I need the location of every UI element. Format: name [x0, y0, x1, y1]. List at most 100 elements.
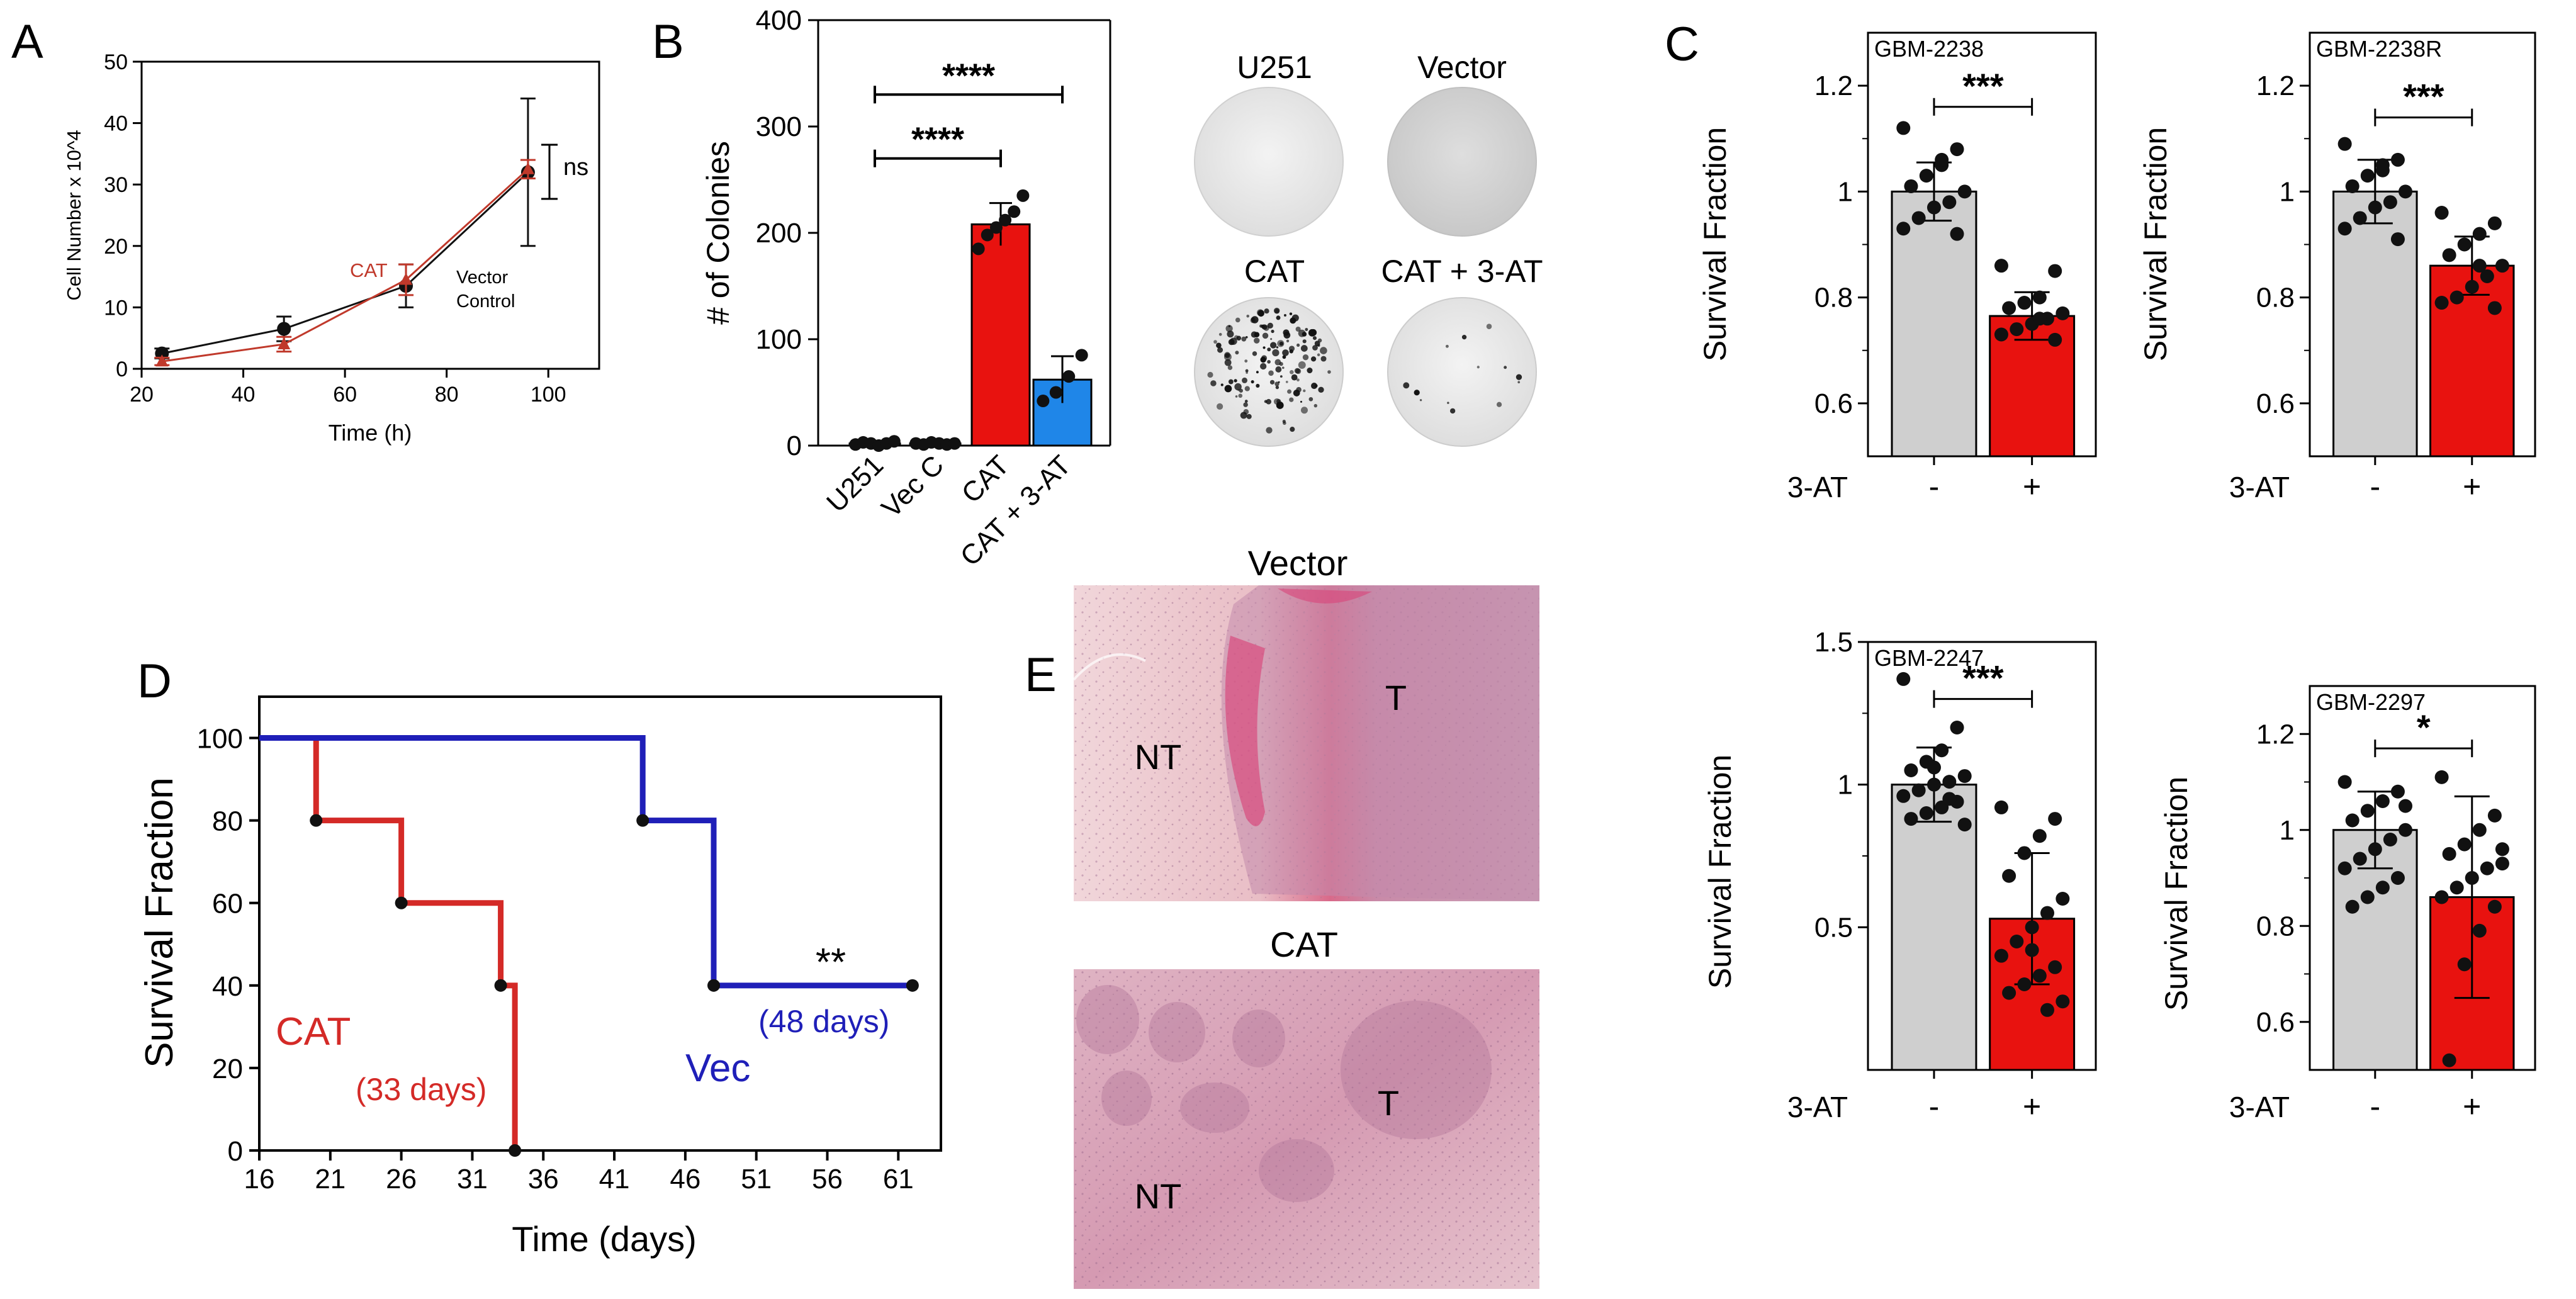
chart-a-annot-control: Control	[456, 291, 515, 312]
chart-c1-xtick-label: +	[2023, 469, 2041, 504]
chart-a-xlabel: Time (h)	[329, 420, 412, 446]
chart-c1-xtick-label: -	[1929, 469, 1940, 504]
chart-c1-point	[1957, 184, 1972, 199]
chart-c3-xtick-label: +	[2023, 1089, 2041, 1124]
chart-b-sig-label: ****	[911, 121, 964, 159]
chart-d-point	[395, 896, 408, 909]
chart-c4-point	[2345, 813, 2359, 828]
chart-c3-point	[1957, 769, 1972, 784]
chart-c4-point	[2472, 923, 2487, 938]
chart-c2-point	[2472, 259, 2487, 273]
chart-c1-point	[1950, 142, 1964, 157]
chart-c1-point	[2048, 332, 2062, 347]
chart-c4-point	[2375, 794, 2390, 808]
chart-c3-point	[2040, 1003, 2054, 1017]
tissue-cat-nt-label: NT	[1135, 1176, 1182, 1216]
chart-a-xtick-label: 20	[130, 383, 154, 407]
chart-c3-point	[2017, 846, 2032, 860]
chart-c2-point	[2383, 195, 2397, 210]
chart-c4-xtick-label: -	[2370, 1089, 2380, 1124]
chart-c4-xtick-label: +	[2463, 1089, 2481, 1124]
chart-b-ylabel: # of Colonies	[700, 141, 736, 325]
chart-c2-point	[2345, 179, 2359, 193]
tissue-title-cat: CAT	[1270, 925, 1338, 964]
chart-c2-point	[2398, 184, 2412, 199]
chart-a-xticks: 20 40 60 80 100	[130, 369, 566, 407]
chart-b-point	[1075, 349, 1088, 362]
chart-c3-point	[1896, 789, 1911, 803]
chart-d-ytick-label: 80	[212, 806, 243, 837]
chart-c4-point	[2360, 890, 2375, 904]
chart-a-point-cat	[400, 273, 413, 285]
chart-c3-point	[2010, 935, 2024, 948]
chart-c3-point	[1935, 743, 1949, 758]
panel-letter-b: B	[652, 15, 684, 69]
chart-c2-sig-label: ***	[2403, 77, 2444, 116]
dish-cat-colonies	[1207, 308, 1331, 434]
chart-c2-point	[2465, 279, 2479, 294]
chart-c1-title: GBM-2238	[1874, 36, 1984, 62]
chart-c3-point	[2032, 829, 2047, 843]
chart-c3-point	[1957, 818, 1972, 832]
chart-b-point	[972, 242, 985, 256]
chart-c3-point	[2048, 960, 2062, 974]
dish-cat-3at-colonies	[1403, 323, 1522, 414]
chart-a-frame	[140, 60, 600, 370]
chart-d-ytick-label: 60	[212, 889, 243, 919]
chart-c3-point	[1994, 948, 2008, 963]
chart-c4-ytick-label: 1.2	[2256, 719, 2295, 750]
chart-c3-ylabel: Survival Fraction	[1702, 755, 1738, 989]
chart-c1-point	[1911, 211, 1926, 225]
chart-c1-point	[1904, 179, 1918, 193]
chart-a-ylabel: Cell Number x 10^4	[63, 130, 85, 300]
chart-c3-point	[2025, 920, 2039, 935]
chart-a-point-cat	[278, 337, 291, 349]
chart-c4-ytick-label: 0.8	[2256, 911, 2295, 942]
chart-d-point	[636, 814, 650, 827]
chart-d-ytick-label: 40	[212, 971, 243, 1002]
chart-b-point	[948, 437, 961, 450]
chart-c2-ylabel: Survival Fraction	[2138, 127, 2173, 361]
tissue-vector-nt-label: NT	[1135, 737, 1182, 777]
chart-c2-ytick-label: 0.8	[2256, 283, 2295, 313]
chart-c4-point	[2495, 842, 2509, 857]
chart-c4-point	[2442, 846, 2456, 861]
chart-c1-point	[1926, 200, 1941, 215]
chart-c3-point	[1904, 812, 1918, 826]
chart-c3-point	[1942, 792, 1957, 806]
chart-c4-point	[2449, 880, 2464, 895]
chart-c1-point	[1896, 222, 1911, 236]
chart-c4-ylabel: Survival Fraction	[2159, 777, 2194, 1011]
chart-b-point	[981, 228, 994, 242]
chart-c2-point	[2495, 259, 2509, 273]
chart-c2-xtick-label: +	[2463, 469, 2481, 504]
chart-d-xtick-label: 36	[528, 1164, 559, 1195]
chart-c4-point	[2383, 833, 2397, 846]
chart-c3-point	[1926, 777, 1941, 792]
chart-c2-point	[2434, 206, 2449, 220]
chart-c4-point	[2368, 842, 2382, 857]
chart-c3-point	[2056, 994, 2070, 1009]
chart-b-point	[1008, 205, 1021, 218]
chart-b-point	[887, 435, 901, 448]
chart-c3-point	[1896, 672, 1911, 686]
chart-c1-ytick-label: 1	[1838, 176, 1853, 207]
chart-d-ylabel: Survival Fraction	[138, 777, 181, 1068]
tissue-vector-t-label: T	[1385, 678, 1407, 717]
chart-c2-point	[2434, 296, 2449, 310]
chart-c4-point	[2495, 857, 2509, 871]
chart-d-point	[509, 1144, 522, 1157]
chart-d-ytick-label: 20	[212, 1054, 243, 1084]
dish-u251	[1194, 87, 1344, 237]
chart-a-annot-cat: CAT	[350, 259, 388, 281]
chart-c3: 0.5 1 1.5 - +3-AT GBM-2247 Survival Fraction **…	[1702, 627, 2097, 1124]
chart-c4-point	[2337, 775, 2352, 789]
chart-c1-sig-label: ***	[1962, 66, 2004, 106]
chart-d-point	[906, 979, 919, 992]
chart-c1-point	[1919, 169, 1933, 183]
chart-c4-point	[2480, 861, 2494, 875]
chart-c1-ytick-label: 0.6	[1814, 388, 1853, 419]
chart-c1-point	[2017, 296, 2032, 310]
